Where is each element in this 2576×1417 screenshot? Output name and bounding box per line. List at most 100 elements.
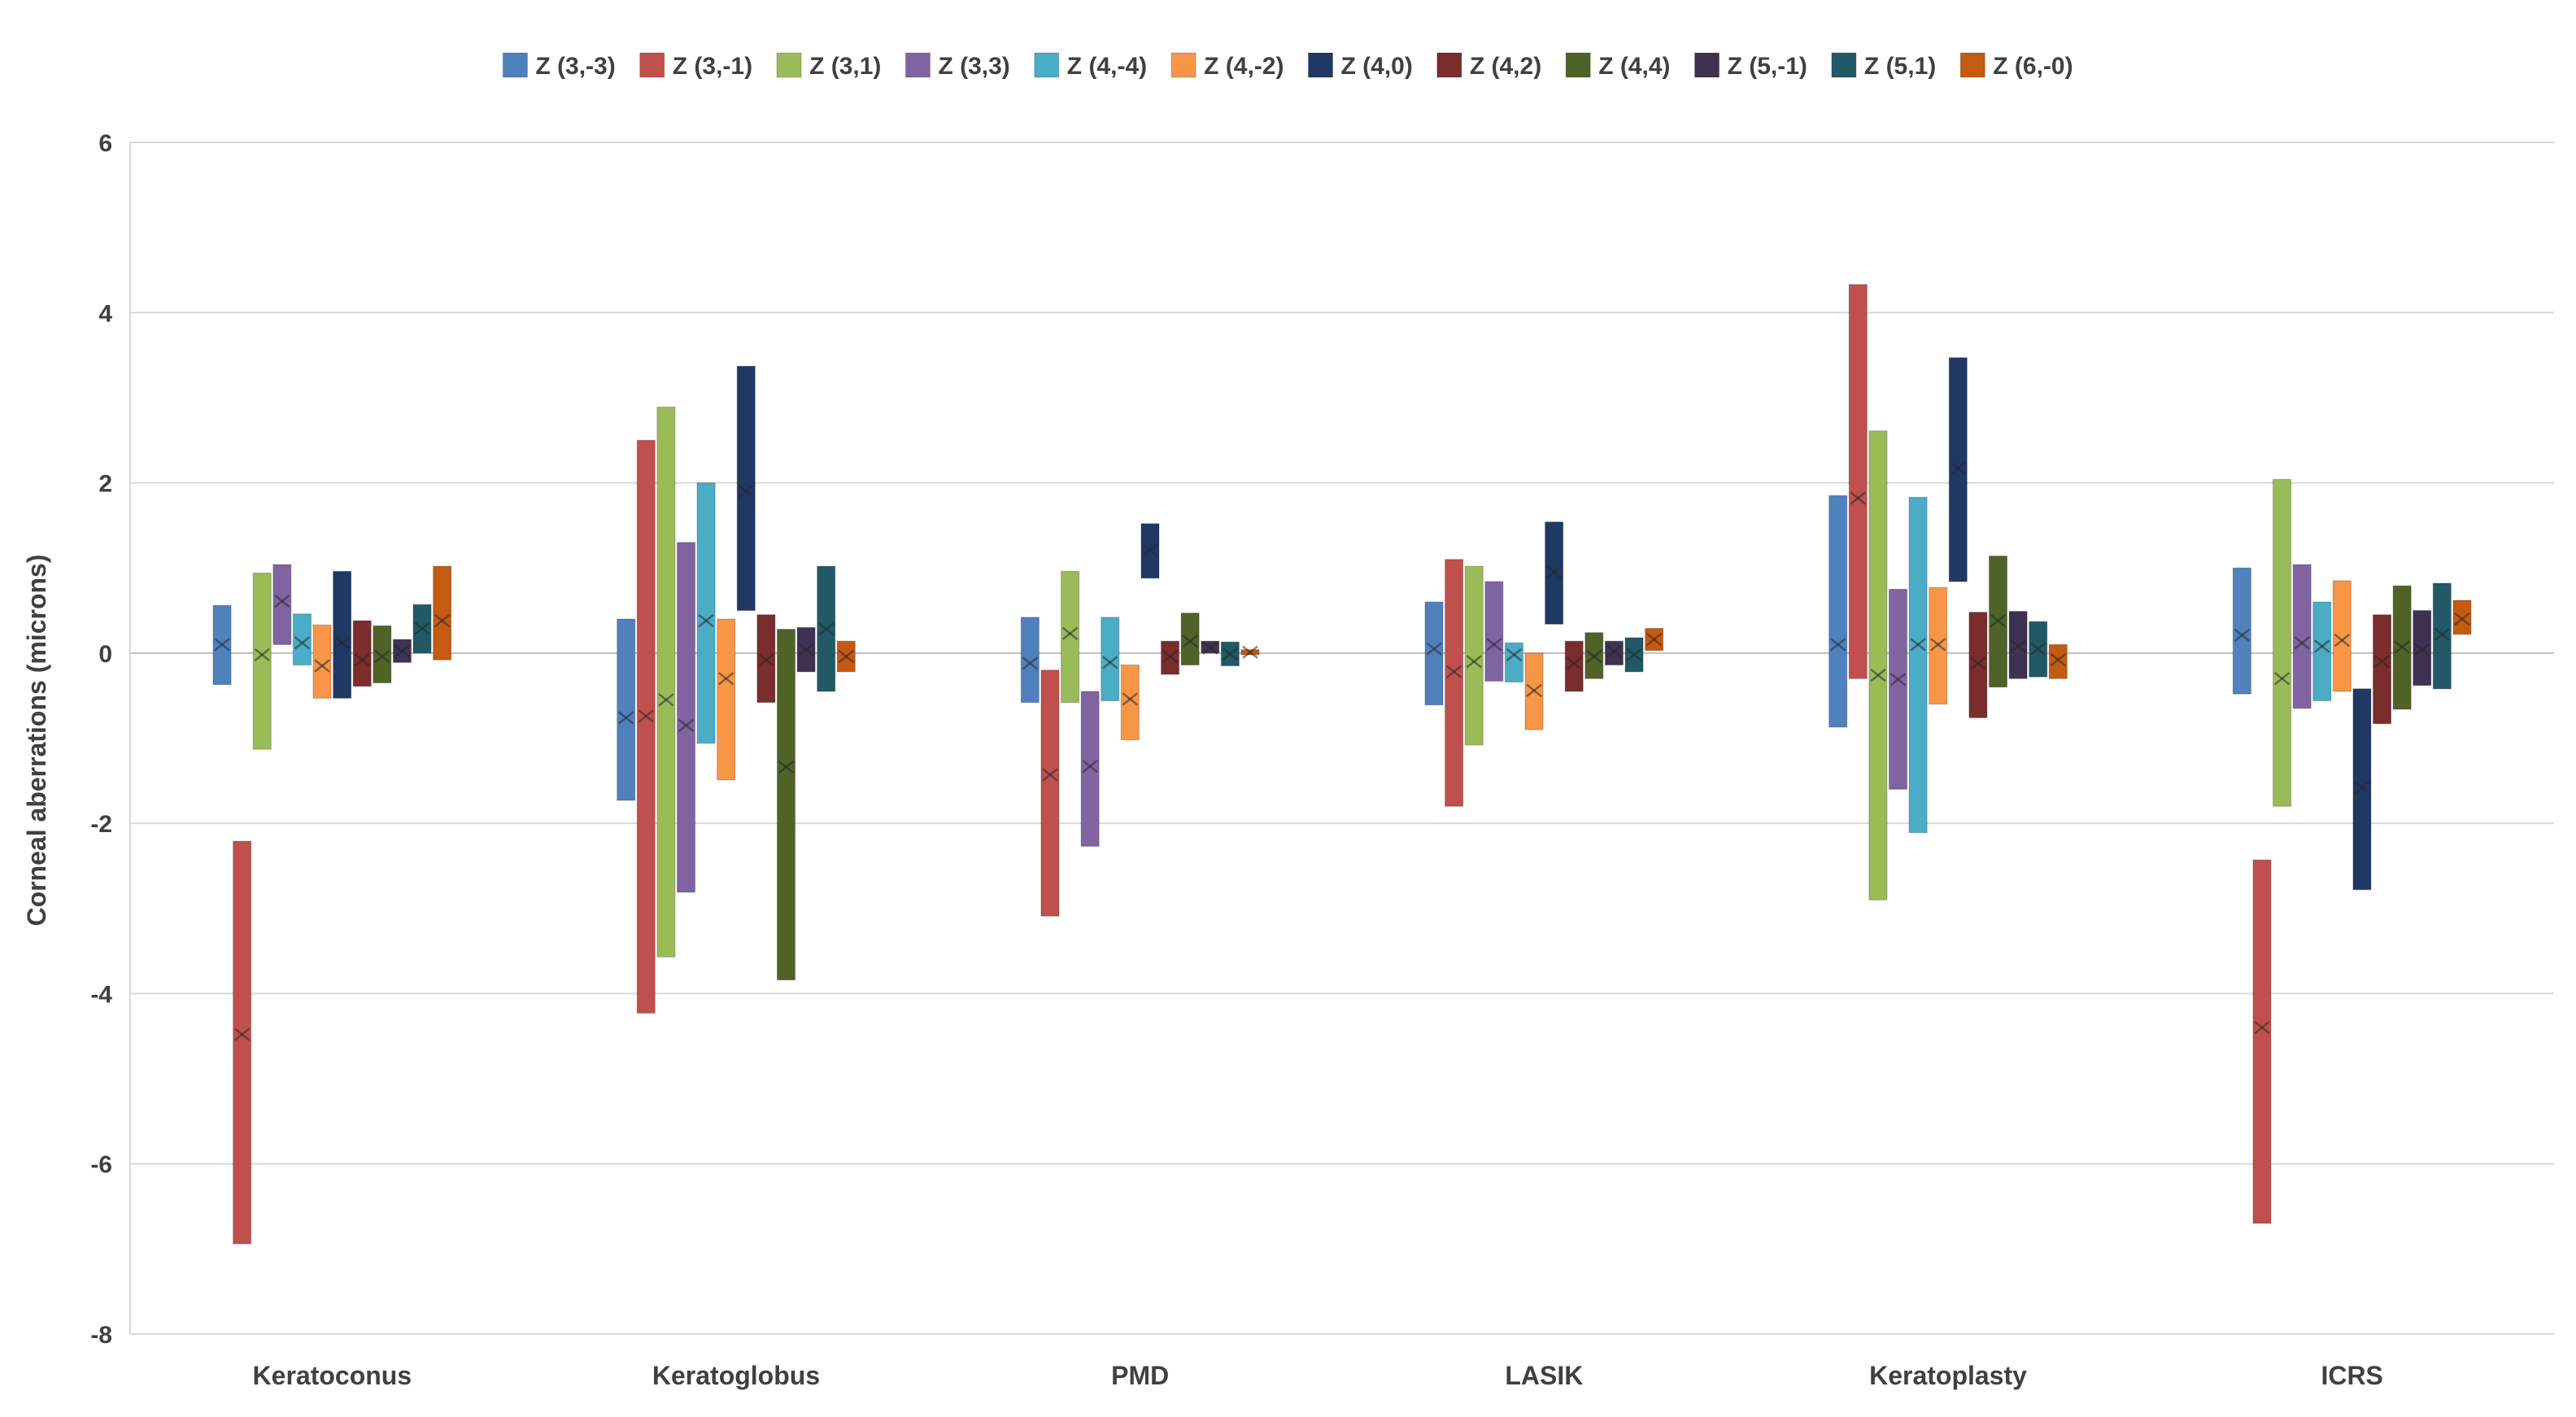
mean-marker <box>1910 638 1926 652</box>
bar-range <box>656 406 676 957</box>
legend-swatch <box>502 52 528 78</box>
bar-range <box>1080 691 1100 847</box>
mean-marker <box>414 621 430 635</box>
mean-marker <box>2273 672 2291 686</box>
bar-range <box>717 618 736 781</box>
mean-marker <box>1445 665 1462 679</box>
legend-swatch <box>1565 52 1591 78</box>
mean-marker <box>1870 668 1886 682</box>
legend-item: Z (4,-4) <box>1034 52 1147 80</box>
mean-marker <box>1182 634 1198 648</box>
series-Z (4,0) <box>333 357 2372 891</box>
bar-range <box>233 840 252 1245</box>
bar-range <box>1889 588 1907 790</box>
legend-label: Z (4,0) <box>1340 53 1412 80</box>
legend-label: Z (4,-4) <box>1067 53 1147 80</box>
bar-range <box>2232 567 2251 695</box>
legend-label: Z (6,-0) <box>1993 53 2073 80</box>
legend-item: Z (3,-1) <box>639 52 752 80</box>
bar-range <box>2373 614 2392 725</box>
bar-range <box>1868 430 1888 900</box>
legend-label: Z (3,3) <box>938 53 1009 80</box>
legend-swatch <box>1436 52 1462 78</box>
legend-label: Z (5,1) <box>1864 53 1936 80</box>
mean-marker <box>233 1027 251 1041</box>
bar-range <box>617 618 636 801</box>
bar-range <box>777 629 795 981</box>
mean-marker <box>1890 673 1907 687</box>
mean-marker <box>2354 781 2370 795</box>
bar-range <box>2413 610 2432 687</box>
bar-range <box>1828 495 1848 728</box>
mean-marker <box>1222 647 1239 661</box>
bar-range <box>1120 665 1140 741</box>
mean-marker <box>254 647 271 662</box>
mean-marker <box>2413 643 2430 656</box>
mean-marker <box>2294 636 2310 650</box>
mean-marker <box>2029 642 2046 656</box>
bar-range <box>1464 565 1484 746</box>
mean-marker <box>638 709 655 723</box>
mean-marker <box>1990 613 2007 628</box>
bar-range <box>1040 669 1060 917</box>
mean-marker <box>2313 639 2330 653</box>
bar-range <box>2352 688 2372 891</box>
x-tick-label: PMD <box>1111 1361 1169 1390</box>
x-tick-label: Keratoglobus <box>652 1361 820 1390</box>
legend-label: Z (4,4) <box>1598 53 1670 80</box>
bar-range <box>1101 617 1120 701</box>
legend-item: Z (4,4) <box>1565 52 1671 80</box>
mean-marker <box>1645 632 1663 647</box>
legend-label: Z (5,-1) <box>1728 53 1807 80</box>
mean-marker <box>2050 653 2067 667</box>
series-Z (4,-4) <box>292 482 2332 834</box>
mean-marker <box>1829 638 1846 652</box>
legend-swatch <box>1831 52 1857 78</box>
mean-marker <box>2334 633 2351 647</box>
x-tick-label: LASIK <box>1505 1361 1583 1390</box>
mean-marker <box>838 649 855 664</box>
mean-marker <box>1466 655 1483 669</box>
legend-label: Z (3,-1) <box>673 53 752 80</box>
mean-marker <box>1950 461 1967 475</box>
legend-item: Z (5,1) <box>1831 52 1936 80</box>
mean-marker <box>2234 628 2251 643</box>
bar-range <box>312 624 332 699</box>
bar-range <box>2292 564 2312 709</box>
y-tick-label: -6 <box>90 1152 112 1179</box>
mean-marker <box>2434 627 2451 642</box>
bar-range <box>373 625 392 683</box>
bar-range <box>2048 643 2068 679</box>
bar-range <box>1564 640 1584 692</box>
x-tick-label: ICRS <box>2321 1361 2382 1390</box>
legend-swatch <box>1170 52 1196 78</box>
bar-range <box>1848 284 1868 679</box>
mean-marker <box>1850 491 1867 505</box>
mean-marker <box>1506 647 1523 662</box>
y-tick-label: 6 <box>98 130 112 157</box>
bar-range <box>1061 570 1080 704</box>
bar-range <box>2273 478 2292 807</box>
mean-marker <box>2373 655 2391 669</box>
mean-marker <box>738 484 755 499</box>
series-Z (3,3) <box>272 542 2312 893</box>
bar-range <box>1504 642 1523 682</box>
bar-range <box>696 482 716 744</box>
series-Z (3,-1) <box>233 284 2272 1245</box>
mean-marker <box>1101 656 1118 669</box>
bar-range <box>1604 640 1624 666</box>
mean-marker <box>717 672 734 686</box>
mean-marker <box>1042 768 1058 782</box>
bar-range <box>1445 559 1464 807</box>
series-Z (5,1) <box>412 565 2452 692</box>
legend: Z (3,-3) Z (3,-1) Z (3,1) Z (3,3) Z (4,-4) Z … <box>502 52 2073 80</box>
legend-swatch <box>1694 52 1720 78</box>
bar-range <box>2432 582 2452 690</box>
legend-label: Z (4,2) <box>1470 53 1541 80</box>
mean-marker <box>817 622 835 636</box>
mean-marker <box>1545 565 1563 579</box>
y-tick-label: -4 <box>90 981 112 1008</box>
bar-range <box>636 439 656 1014</box>
x-tick-label: Keratoplasty <box>1869 1361 2027 1390</box>
